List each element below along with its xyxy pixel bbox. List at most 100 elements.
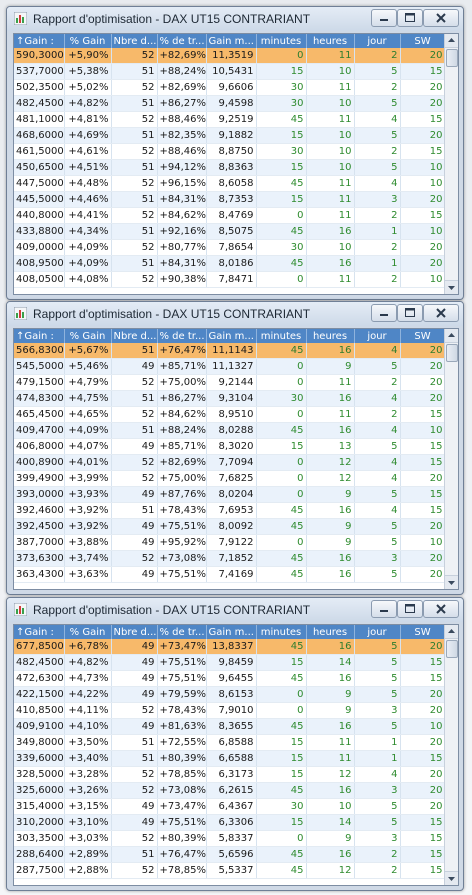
table-row[interactable]: 287,7500 +2,88% 52 +78,85% 5,5337 45 12 2 15 xyxy=(14,862,446,879)
table-row[interactable]: 339,6000 +3,40% 51 +80,39% 6,6588 15 11 1 15 xyxy=(14,750,446,767)
table-row[interactable]: 363,4300 +3,63% 49 +75,51% 7,4169 45 16 5 20 xyxy=(14,566,446,583)
title-bar[interactable]: Rapport d'optimisation - DAX UT15 CONTRA… xyxy=(7,7,463,31)
table-row[interactable]: 349,8000 +3,50% 51 +72,55% 6,8588 15 11 1 20 xyxy=(14,734,446,751)
scroll-up-button[interactable] xyxy=(445,34,458,48)
column-header-sw[interactable]: SW xyxy=(400,329,446,343)
table-row[interactable]: 481,1000 +4,81% 52 +88,46% 9,2519 45 11 4 15 xyxy=(14,111,446,128)
column-header-pct-trades[interactable]: % de tr... xyxy=(157,34,207,48)
table-row[interactable]: 433,8800 +4,34% 51 +92,16% 8,5075 45 16 1 10 xyxy=(14,223,446,240)
table-row[interactable]: 465,4500 +4,65% 52 +84,62% 8,9510 0 11 2 15 xyxy=(14,406,446,423)
scrollbar-thumb[interactable] xyxy=(446,49,458,67)
column-header-heures[interactable]: heures xyxy=(306,625,355,639)
table-row[interactable]: 409,4700 +4,09% 51 +88,24% 8,0288 45 16 4 10 xyxy=(14,422,446,439)
table-row[interactable]: 677,8500 +6,78% 49 +73,47% 13,8337 45 16 5 20 xyxy=(14,639,446,655)
scroll-down-button[interactable] xyxy=(445,871,458,885)
title-bar[interactable]: Rapport d'optimisation - DAX UT15 CONTRA… xyxy=(7,598,463,622)
close-button[interactable] xyxy=(423,304,459,322)
column-header-pct-gain[interactable]: % Gain xyxy=(64,625,112,639)
minimize-button[interactable] xyxy=(371,9,397,27)
table-row[interactable]: 288,6400 +2,89% 51 +76,47% 5,6596 45 16 2 15 xyxy=(14,846,446,863)
scroll-up-button[interactable] xyxy=(445,625,458,639)
title-bar[interactable]: Rapport d'optimisation - DAX UT15 CONTRA… xyxy=(7,302,463,326)
column-header-nbre-trades[interactable]: Nbre d... xyxy=(111,625,158,639)
cell-jour: 3 xyxy=(354,550,401,567)
optimization-report-window[interactable]: Rapport d'optimisation - DAX UT15 CONTRA… xyxy=(6,301,464,595)
column-header-gain-moyen[interactable]: Gain m... xyxy=(206,34,257,48)
table-row[interactable]: 406,8000 +4,07% 49 +85,71% 8,3020 15 13 5 15 xyxy=(14,438,446,455)
table-row[interactable]: 392,4600 +3,92% 51 +78,43% 7,6953 45 16 4 15 xyxy=(14,502,446,519)
column-header-nbre-trades[interactable]: Nbre d... xyxy=(111,329,158,343)
column-header-jour[interactable]: jour xyxy=(354,329,401,343)
minimize-button[interactable] xyxy=(371,600,397,618)
table-row[interactable]: 445,5000 +4,46% 51 +84,31% 8,7353 15 11 3 20 xyxy=(14,191,446,208)
table-row[interactable]: 482,4500 +4,82% 49 +75,51% 9,8459 15 14 5 15 xyxy=(14,654,446,671)
table-row[interactable]: 472,6300 +4,73% 49 +75,51% 9,6455 45 16 5 15 xyxy=(14,670,446,687)
scrollbar-thumb[interactable] xyxy=(446,640,458,658)
maximize-button[interactable] xyxy=(397,9,423,27)
table-row[interactable]: 408,9500 +4,09% 51 +84,31% 8,0186 45 16 1 20 xyxy=(14,255,446,272)
table-row[interactable]: 408,0500 +4,08% 52 +90,38% 7,8471 0 11 2 10 xyxy=(14,271,446,288)
scroll-up-button[interactable] xyxy=(445,329,458,343)
table-row[interactable]: 392,4500 +3,92% 49 +75,51% 8,0092 45 9 5 20 xyxy=(14,518,446,535)
column-header-pct-gain[interactable]: % Gain xyxy=(64,34,112,48)
table-row[interactable]: 590,3000 +5,90% 52 +82,69% 11,3519 0 11 2 20 xyxy=(14,48,446,64)
column-header-minutes[interactable]: minutes xyxy=(256,329,307,343)
table-row[interactable]: 479,1500 +4,79% 52 +75,00% 9,2144 0 11 2 20 xyxy=(14,374,446,391)
scroll-down-button[interactable] xyxy=(445,280,458,294)
table-row[interactable]: 545,5000 +5,46% 49 +85,71% 11,1327 0 9 5 20 xyxy=(14,358,446,375)
vertical-scrollbar[interactable] xyxy=(444,329,458,589)
table-row[interactable]: 537,7000 +5,38% 51 +88,24% 10,5431 15 10 5 15 xyxy=(14,63,446,80)
vertical-scrollbar[interactable] xyxy=(444,625,458,885)
table-row[interactable]: 409,9100 +4,10% 49 +81,63% 8,3655 45 16 5 10 xyxy=(14,718,446,735)
table-row[interactable]: 387,7000 +3,88% 49 +95,92% 7,9122 0 9 5 10 xyxy=(14,534,446,551)
column-header-minutes[interactable]: minutes xyxy=(256,34,307,48)
column-header-gain-moyen[interactable]: Gain m... xyxy=(206,329,257,343)
table-row[interactable]: 328,5000 +3,28% 52 +78,85% 6,3173 15 12 4 20 xyxy=(14,766,446,783)
table-row[interactable]: 373,6300 +3,74% 52 +73,08% 7,1852 45 16 3 20 xyxy=(14,550,446,567)
table-row[interactable]: 447,5000 +4,48% 52 +96,15% 8,6058 45 11 4 10 xyxy=(14,175,446,192)
table-row[interactable]: 482,4500 +4,82% 51 +86,27% 9,4598 30 10 5 20 xyxy=(14,95,446,112)
table-row[interactable]: 409,0000 +4,09% 52 +80,77% 7,8654 30 10 2 20 xyxy=(14,239,446,256)
table-row[interactable]: 410,8500 +4,11% 52 +78,43% 7,9010 0 9 3 20 xyxy=(14,702,446,719)
close-button[interactable] xyxy=(423,9,459,27)
column-header-pct-gain[interactable]: % Gain xyxy=(64,329,112,343)
table-row[interactable]: 310,2000 +3,10% 49 +75,51% 6,3306 15 14 5 15 xyxy=(14,814,446,831)
table-row[interactable]: 325,6000 +3,26% 52 +73,08% 6,2615 45 16 3 20 xyxy=(14,782,446,799)
table-row[interactable]: 422,1500 +4,22% 49 +79,59% 8,6153 0 9 5 20 xyxy=(14,686,446,703)
column-header-heures[interactable]: heures xyxy=(306,329,355,343)
column-header-minutes[interactable]: minutes xyxy=(256,625,307,639)
column-header-sw[interactable]: SW xyxy=(400,625,446,639)
column-header-sw[interactable]: SW xyxy=(400,34,446,48)
table-row[interactable]: 502,3500 +5,02% 52 +82,69% 9,6606 30 11 2 20 xyxy=(14,79,446,96)
column-header-nbre-trades[interactable]: Nbre d... xyxy=(111,34,158,48)
table-row[interactable]: 450,6500 +4,51% 51 +94,12% 8,8363 15 10 5 10 xyxy=(14,159,446,176)
maximize-button[interactable] xyxy=(397,600,423,618)
maximize-button[interactable] xyxy=(397,304,423,322)
column-header-gain[interactable]: ↑Gain : xyxy=(14,625,65,639)
scroll-down-button[interactable] xyxy=(445,575,458,589)
optimization-report-window[interactable]: Rapport d'optimisation - DAX UT15 CONTRA… xyxy=(6,597,464,891)
column-header-pct-trades[interactable]: % de tr... xyxy=(157,329,207,343)
table-row[interactable]: 468,6000 +4,69% 51 +82,35% 9,1882 15 10 5 20 xyxy=(14,127,446,144)
column-header-jour[interactable]: jour xyxy=(354,34,401,48)
close-button[interactable] xyxy=(423,600,459,618)
table-row[interactable]: 399,4900 +3,99% 52 +75,00% 7,6825 0 12 4 20 xyxy=(14,470,446,487)
table-row[interactable]: 400,8900 +4,01% 52 +82,69% 7,7094 0 12 4 15 xyxy=(14,454,446,471)
table-row[interactable]: 566,8300 +5,67% 51 +76,47% 11,1143 45 16 4 20 xyxy=(14,343,446,359)
column-header-gain[interactable]: ↑Gain : xyxy=(14,34,65,48)
table-row[interactable]: 393,0000 +3,93% 49 +87,76% 8,0204 0 9 5 15 xyxy=(14,486,446,503)
scrollbar-thumb[interactable] xyxy=(446,344,458,362)
column-header-jour[interactable]: jour xyxy=(354,625,401,639)
column-header-heures[interactable]: heures xyxy=(306,34,355,48)
table-row[interactable]: 440,8000 +4,41% 52 +84,62% 8,4769 0 11 2 15 xyxy=(14,207,446,224)
table-row[interactable]: 303,3500 +3,03% 52 +80,39% 5,8337 0 9 3 15 xyxy=(14,830,446,847)
table-row[interactable]: 461,5000 +4,61% 52 +88,46% 8,8750 30 10 2 15 xyxy=(14,143,446,160)
column-header-gain[interactable]: ↑Gain : xyxy=(14,329,65,343)
table-row[interactable]: 315,4000 +3,15% 49 +73,47% 6,4367 30 10 5 20 xyxy=(14,798,446,815)
column-header-pct-trades[interactable]: % de tr... xyxy=(157,625,207,639)
column-header-gain-moyen[interactable]: Gain m... xyxy=(206,625,257,639)
optimization-report-window[interactable]: Rapport d'optimisation - DAX UT15 CONTRA… xyxy=(6,6,464,300)
minimize-button[interactable] xyxy=(371,304,397,322)
table-row[interactable]: 474,8300 +4,75% 51 +86,27% 9,3104 30 16 4 20 xyxy=(14,390,446,407)
vertical-scrollbar[interactable] xyxy=(444,34,458,294)
